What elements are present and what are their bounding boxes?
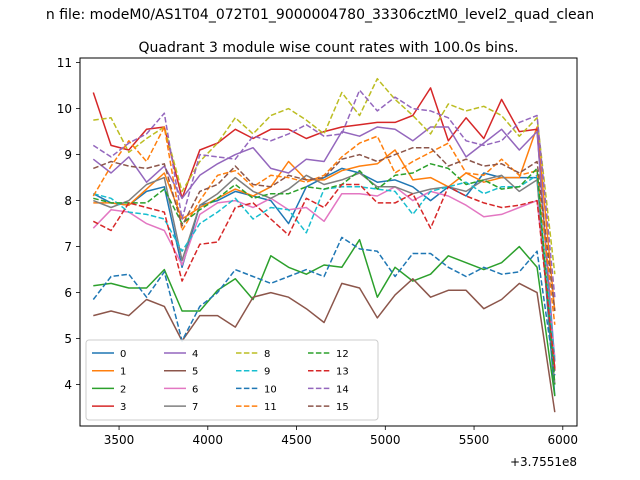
x-tick-label: 3500	[104, 433, 135, 447]
legend-label-15: 15	[336, 402, 349, 413]
series-line-5	[93, 278, 556, 413]
legend-label-12: 12	[336, 349, 349, 360]
legend-label-0: 0	[120, 349, 126, 360]
legend-label-9: 9	[264, 367, 270, 378]
x-tick-label: 4000	[193, 433, 224, 447]
chart-title: Quadrant 3 module wise count rates with …	[139, 40, 519, 56]
y-axis: 4 5 6 7 8 9 10 11	[57, 56, 80, 392]
series-line-15	[93, 146, 556, 312]
x-axis: 3500 4000 4500 5000 5500 6000	[104, 426, 578, 447]
y-tick-label: 8	[64, 194, 72, 208]
series-line-14	[92, 89, 556, 298]
series-line-12	[93, 163, 556, 385]
series-line-11	[92, 126, 556, 325]
figure-suptitle: n file: modeM0/AS1T04_072T01_9000004780_…	[46, 7, 594, 23]
legend-label-6: 6	[192, 384, 198, 395]
x-tick-label: 5500	[459, 433, 490, 447]
y-tick-label: 6	[64, 286, 72, 300]
series-line-10	[92, 236, 556, 376]
legend-label-10: 10	[264, 384, 277, 395]
legend-label-5: 5	[192, 367, 198, 378]
y-tick-label: 10	[57, 102, 72, 116]
series-line-13	[92, 183, 556, 369]
x-tick-label: 5000	[370, 433, 401, 447]
x-tick-label: 4500	[281, 433, 312, 447]
legend-label-7: 7	[192, 402, 198, 413]
y-tick-label: 7	[64, 240, 72, 254]
legend-label-1: 1	[120, 367, 126, 378]
legend-label-3: 3	[120, 402, 126, 413]
series-line-2	[93, 238, 556, 397]
y-tick-label: 5	[64, 332, 72, 346]
legend-label-11: 11	[264, 402, 277, 413]
x-tick-label: 6000	[548, 433, 579, 447]
legend-label-4: 4	[192, 349, 198, 360]
legend-label-14: 14	[336, 384, 349, 395]
legend-label-2: 2	[120, 384, 126, 395]
legend-label-8: 8	[264, 349, 270, 360]
legend-box	[85, 339, 379, 421]
series-line-7	[93, 172, 556, 385]
series-line-4	[92, 126, 556, 362]
y-tick-label: 11	[57, 56, 72, 70]
x-axis-offset-label: +3.7551e8	[510, 455, 577, 469]
plot-area	[92, 77, 556, 413]
axes-frame	[79, 57, 578, 427]
legend-label-13: 13	[336, 367, 349, 378]
series-line-6	[92, 186, 556, 358]
series-line-1	[93, 126, 556, 312]
y-tick-label: 4	[64, 378, 72, 392]
y-tick-label: 9	[64, 148, 72, 162]
